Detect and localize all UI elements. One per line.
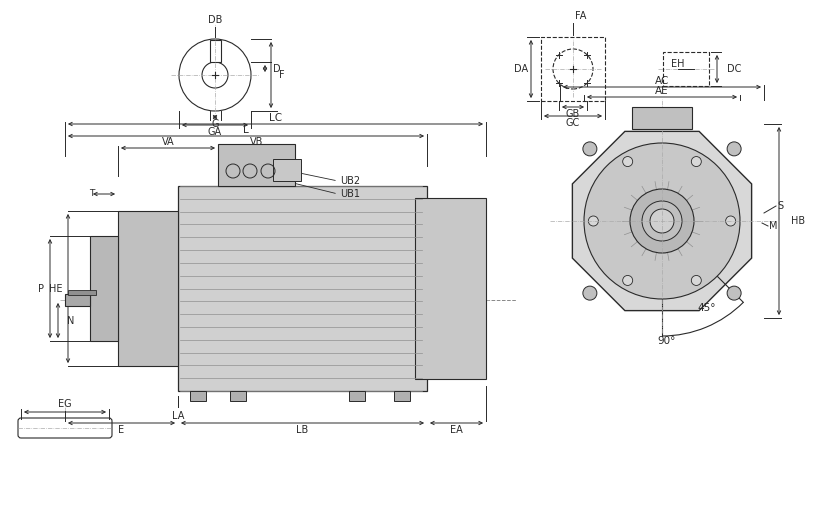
Circle shape	[623, 157, 633, 167]
Text: GB: GB	[566, 109, 580, 119]
Text: M: M	[769, 221, 777, 231]
Text: VE: VE	[236, 168, 247, 177]
Bar	[218, 144, 295, 186]
Text: E: E	[119, 425, 124, 435]
Bar	[541, 37, 605, 101]
Circle shape	[589, 216, 598, 226]
Polygon shape	[572, 131, 751, 311]
Text: DB: DB	[208, 15, 222, 25]
Text: N: N	[67, 315, 74, 326]
Bar	[394, 391, 410, 401]
Circle shape	[630, 189, 694, 253]
Text: 45°: 45°	[697, 303, 715, 313]
Text: F: F	[279, 70, 285, 80]
Circle shape	[727, 142, 741, 156]
Text: S: S	[777, 201, 783, 211]
Text: VD: VD	[250, 155, 263, 164]
FancyBboxPatch shape	[18, 418, 112, 438]
Text: EA: EA	[450, 425, 463, 435]
Bar	[663, 52, 709, 86]
Bar	[178, 186, 427, 391]
Text: DA: DA	[514, 64, 528, 74]
Text: GA: GA	[208, 127, 222, 137]
Text: VC: VC	[250, 161, 263, 170]
Text: AC: AC	[654, 76, 669, 86]
Text: D: D	[273, 64, 280, 73]
Text: EH: EH	[672, 59, 685, 69]
Text: EG: EG	[59, 399, 72, 409]
Bar	[68, 290, 96, 295]
Text: HE: HE	[50, 284, 63, 294]
Bar	[273, 159, 301, 181]
Bar	[190, 391, 206, 401]
Text: DC: DC	[727, 64, 741, 74]
Text: VA: VA	[162, 137, 174, 147]
Circle shape	[726, 216, 736, 226]
Circle shape	[691, 276, 702, 286]
Circle shape	[583, 286, 597, 300]
Bar	[230, 391, 246, 401]
Text: FA: FA	[575, 11, 586, 21]
Circle shape	[727, 286, 741, 300]
Text: GC: GC	[566, 118, 580, 128]
Text: LA: LA	[172, 411, 185, 421]
Bar	[415, 198, 486, 379]
Text: UB2: UB2	[340, 176, 360, 186]
Text: HB: HB	[791, 216, 805, 226]
Bar	[632, 107, 692, 129]
Text: LB: LB	[297, 425, 309, 435]
Text: VB: VB	[250, 137, 263, 147]
Text: G: G	[211, 119, 219, 129]
Circle shape	[642, 201, 682, 241]
Bar	[118, 211, 178, 366]
Text: UB1: UB1	[340, 189, 360, 199]
Text: L: L	[243, 125, 249, 135]
Circle shape	[584, 143, 740, 299]
Bar	[90, 236, 118, 341]
Text: 90°: 90°	[658, 336, 676, 346]
Circle shape	[623, 276, 633, 286]
Text: AE: AE	[655, 86, 669, 96]
Text: T: T	[89, 190, 94, 199]
Circle shape	[691, 157, 702, 167]
Circle shape	[650, 209, 674, 233]
Circle shape	[583, 142, 597, 156]
Bar	[210, 40, 220, 62]
Bar	[349, 391, 365, 401]
Text: P: P	[38, 284, 44, 294]
Bar	[65, 294, 90, 306]
Text: LC: LC	[269, 113, 282, 123]
